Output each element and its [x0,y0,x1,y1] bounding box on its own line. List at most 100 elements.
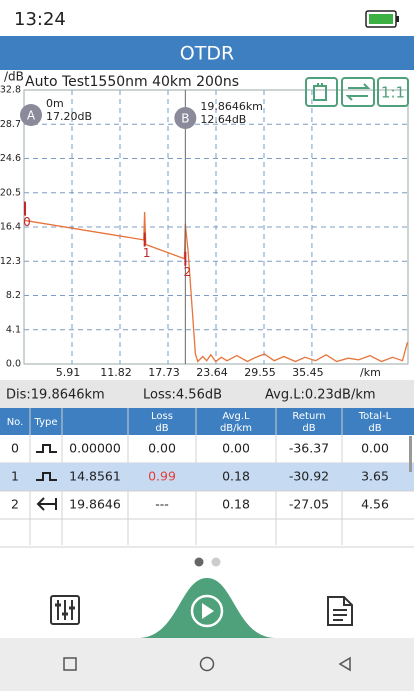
switch-button[interactable] [341,77,375,107]
x-axis-label: /km [360,366,381,379]
selected-row [0,463,414,491]
y-tick-label: 16.4 [0,222,21,233]
table-cell: 0.99 [148,469,176,484]
scrollbar [409,436,412,472]
x-tick-label: 5.91 [56,366,81,379]
column-header: dB [155,423,168,434]
clock: 13:24 [14,9,66,30]
knobs [55,603,75,616]
event-label: 2 [184,265,192,279]
app-title: OTDR [180,43,234,65]
x-tick-label: 35.45 [292,366,324,379]
nav-bar [0,638,414,691]
y-axis-label: /dB [4,70,24,84]
type-icons [36,444,57,511]
reflective-icon [36,444,57,453]
cursor-position: 19.8646km [200,100,263,113]
zoom-label: 1:1 [381,84,405,102]
x-tick-label: 23.64 [196,366,228,379]
swap-view-button[interactable] [305,77,338,107]
table-cell: 0.18 [222,497,250,512]
table-cell: 4.56 [361,497,389,512]
summary-bar [0,380,414,408]
column-header: dB [302,423,315,434]
cursor-label: A [27,109,36,123]
report-button[interactable] [327,596,353,626]
column-header: No. [7,417,24,428]
summary-distance: Dis:19.8646km [6,388,105,403]
home-button[interactable] [199,656,215,672]
app-header [0,36,414,70]
play-icon [202,603,214,619]
page-dot[interactable] [194,557,204,567]
cursor-loss: 12.64dB [200,113,246,126]
column-header: Loss [151,411,173,422]
chart-area [0,70,414,380]
event-label: 1 [143,246,151,260]
table-cell: 0.00 [148,441,176,456]
event-table: No. TypeLossdBAvg.LdB/kmReturndBTotal-LdB… [0,408,414,548]
icon [345,83,371,101]
back-button[interactable] [338,656,351,672]
table-cell: 19.8646 [69,497,121,512]
report-icon [327,596,353,626]
table-cell: 14.8561 [69,469,121,484]
table-cell: 0.00 [361,441,389,456]
zoom-button[interactable] [377,77,409,107]
table-cell: -30.92 [289,469,329,484]
cursor-position: 0m [46,97,64,110]
table-cell: 3.65 [361,469,389,484]
table-cell: 0.00000 [69,441,121,456]
x-tick-label: 11.82 [100,366,132,379]
column-header: dB [368,423,381,434]
table-cell: 0 [11,441,19,456]
reflective-icon [36,472,57,481]
summary-avg-loss: Avg.L:0.23dB/km [265,388,376,403]
run-button[interactable] [190,594,224,628]
table-cell: 1 [11,469,19,484]
status-bar [0,0,414,36]
chart-title: Auto Test1550nm 40km 200ns [25,74,239,90]
y-tick-label: 20.5 [0,187,21,198]
plot-frame [23,89,409,365]
y-tick-label: 28.7 [0,119,21,130]
y-tick-label: 24.6 [0,153,21,164]
x-tick-label: 29.55 [244,366,276,379]
table-header [0,408,414,435]
chart: /dB Auto Test1550nm 40km 200ns0.04.18.212… [0,70,409,379]
column-header: Type [34,417,58,428]
table-cell: 0.18 [222,469,250,484]
cursor-badge [174,107,197,129]
cursor-label: B [181,112,189,126]
table-cell: --- [155,497,169,512]
end-icon [36,497,57,511]
battery-tip [396,16,399,22]
chart-buttons: 1:1 [305,77,409,107]
cursor-loss: 17.20dB [46,110,92,123]
table-cell: -36.37 [289,441,329,456]
battery-level [369,14,393,24]
y-tick-label: 8.2 [6,290,21,301]
x-tick-label: 17.73 [148,366,180,379]
cursor-badge [20,104,42,126]
event-label: 0 [23,215,31,229]
icon [313,83,327,101]
summary-loss: Loss:4.56dB [143,388,222,403]
page-dot[interactable] [211,557,221,567]
sliders [57,600,73,620]
trace [23,211,409,363]
settings-frame [50,595,80,625]
table-cell: -27.05 [289,497,329,512]
column-header: Avg.L [222,411,250,422]
y-tick-label: 0.0 [6,359,21,370]
y-tick-label: 32.8 [0,85,21,96]
recents-button[interactable] [63,657,77,671]
column-header: Return [292,411,325,422]
column-header: dB/km [220,423,252,434]
y-tick-label: 4.1 [6,324,21,335]
y-tick-label: 12.3 [0,256,21,267]
settings-button[interactable] [50,595,80,625]
column-header: Total-L [358,411,392,422]
table-cell: 0.00 [222,441,250,456]
